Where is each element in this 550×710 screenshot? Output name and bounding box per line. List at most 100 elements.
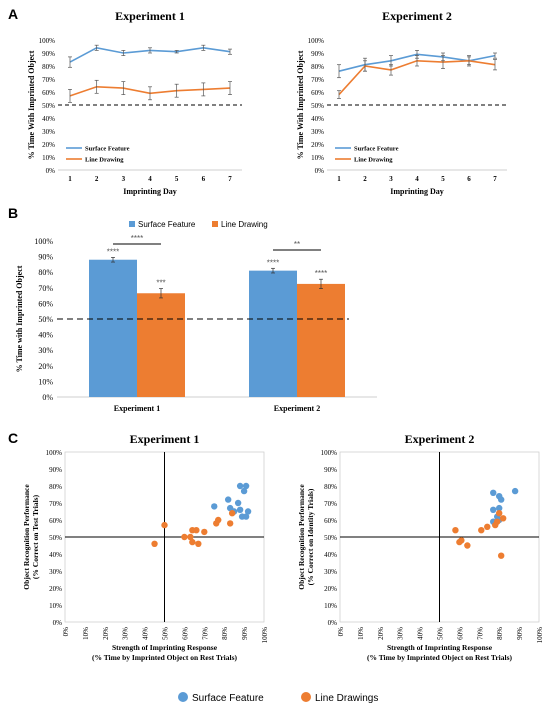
a1-legend-label: Line Drawing xyxy=(85,157,124,164)
c2-xtick-label: 10% xyxy=(357,627,365,640)
c1-ytick-label: 20% xyxy=(49,585,62,593)
c2-x-axis-label-line2: (% Time by Imprinted Object on Rest Tria… xyxy=(367,653,513,662)
b-ytick-label: 50% xyxy=(38,315,53,324)
b-category-label: Experiment 1 xyxy=(114,404,160,413)
c1-xtick-label: 40% xyxy=(142,627,150,640)
c-legend-label-surface: Surface Feature xyxy=(192,693,264,704)
b-ytick-label: 30% xyxy=(38,346,53,355)
c1-point xyxy=(244,508,252,515)
c1-point xyxy=(211,503,218,510)
panel-label-b: B xyxy=(8,205,18,221)
c-legend-label-line: Line Drawings xyxy=(315,693,378,704)
a2-ytick-label: 100% xyxy=(308,37,325,45)
b-ytick-label: 0% xyxy=(42,393,53,402)
c-legend-marker-line xyxy=(301,692,311,702)
c1-xtick-label: 20% xyxy=(102,627,110,640)
a1-ytick-label: 60% xyxy=(42,89,55,97)
a1-ytick-label: 70% xyxy=(42,76,55,84)
c1-xtick-label: 0% xyxy=(62,627,70,637)
c1-point xyxy=(201,528,208,536)
c1-point xyxy=(236,506,244,513)
c2-xtick-label: 80% xyxy=(496,627,504,640)
c1-point xyxy=(151,540,158,547)
a1-title: Experiment 1 xyxy=(115,9,185,23)
b-legend-swatch xyxy=(212,221,218,227)
c2-point xyxy=(496,510,503,517)
a1-xtick-label: 7 xyxy=(228,175,232,183)
c1-xtick-label: 50% xyxy=(162,627,170,640)
a1-ytick-label: 80% xyxy=(42,63,55,71)
b-bar xyxy=(89,259,137,397)
c2-point xyxy=(496,504,503,512)
c1-ytick-label: 80% xyxy=(49,483,62,491)
a2-ytick-label: 10% xyxy=(311,154,324,162)
c2-ytick-label: 0% xyxy=(328,619,338,627)
a2-xtick-label: 3 xyxy=(389,175,393,183)
c1-ytick-label: 100% xyxy=(46,449,63,457)
c1-xtick-label: 70% xyxy=(201,627,209,640)
c1-y-axis-label-line1: Object Recognition Performance xyxy=(22,484,31,590)
b-comparison-stars: ** xyxy=(294,240,300,249)
b-y-axis-label: % Time with Imprinted Object xyxy=(15,265,24,372)
a1-ytick-label: 20% xyxy=(42,141,55,149)
c2-point xyxy=(478,527,485,534)
a1-xtick-label: 6 xyxy=(202,175,206,183)
c2-ytick-label: 40% xyxy=(324,551,337,559)
c2-point xyxy=(490,506,497,513)
a2-ytick-label: 0% xyxy=(315,167,325,175)
a1-y-axis-label: % Time With Imprinted Object xyxy=(27,50,36,159)
c2-point xyxy=(511,487,519,495)
c2-xtick-label: 100% xyxy=(536,627,544,644)
a2-xtick-label: 4 xyxy=(415,175,419,183)
b-legend-swatch xyxy=(129,221,135,227)
c1-y-axis-label-line2: (% Correct on Test Trials) xyxy=(31,494,40,579)
c1-point xyxy=(228,510,236,517)
c1-xtick-label: 100% xyxy=(261,627,269,644)
c1-ytick-label: 40% xyxy=(49,551,62,559)
a2-xtick-label: 7 xyxy=(493,175,497,183)
c1-point xyxy=(213,520,220,527)
c2-point xyxy=(456,538,463,546)
a1-xtick-label: 5 xyxy=(175,175,179,183)
c2-point xyxy=(497,496,505,503)
a1-legend-label: Surface Feature xyxy=(85,146,130,153)
a2-legend-label: Line Drawing xyxy=(354,157,393,164)
c1-title: Experiment 1 xyxy=(130,432,200,446)
b-significance-stars: **** xyxy=(267,258,279,267)
a1-xtick-label: 2 xyxy=(95,175,99,183)
c1-ytick-label: 0% xyxy=(53,619,63,627)
c1-point xyxy=(242,482,250,490)
c1-point xyxy=(161,521,168,529)
c1-ytick-label: 70% xyxy=(49,500,62,508)
c1-point xyxy=(187,533,194,541)
a2-ytick-label: 60% xyxy=(311,89,324,97)
c1-point xyxy=(181,533,188,541)
c2-point xyxy=(490,489,497,496)
a2-y-axis-label: % Time With Imprinted Object xyxy=(296,50,305,159)
a1-x-axis-label: Imprinting Day xyxy=(123,187,177,196)
c2-ytick-label: 70% xyxy=(324,500,337,508)
c2-ytick-label: 80% xyxy=(324,483,337,491)
c1-ytick-label: 60% xyxy=(49,517,62,525)
a1-ytick-label: 10% xyxy=(42,154,55,162)
a2-ytick-label: 40% xyxy=(311,115,324,123)
c1-point xyxy=(242,513,250,520)
c2-point xyxy=(464,542,471,549)
c2-point xyxy=(484,523,491,530)
c2-ytick-label: 20% xyxy=(324,585,337,593)
c1-point xyxy=(189,538,196,546)
b-ytick-label: 90% xyxy=(38,253,53,262)
b-significance-stars: **** xyxy=(107,247,119,256)
c2-ytick-label: 50% xyxy=(324,534,337,542)
c2-y-axis-label-line1: Object Recognition Performance xyxy=(297,484,306,590)
c2-point xyxy=(492,521,499,529)
a1-ytick-label: 100% xyxy=(39,37,56,45)
c1-xtick-label: 80% xyxy=(221,627,229,640)
c1-ytick-label: 90% xyxy=(49,466,62,474)
c2-ytick-label: 30% xyxy=(324,568,337,576)
a2-ytick-label: 20% xyxy=(311,141,324,149)
a2-xtick-label: 1 xyxy=(337,175,341,183)
c2-ytick-label: 60% xyxy=(324,517,337,525)
b-ytick-label: 100% xyxy=(34,237,53,246)
